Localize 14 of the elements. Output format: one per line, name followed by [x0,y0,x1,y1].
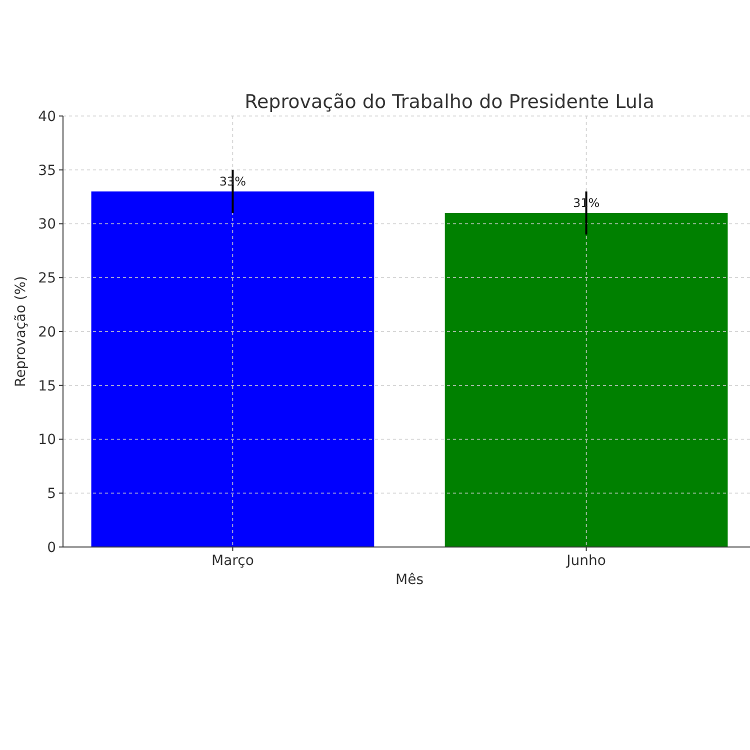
y-tick-label: 15 [38,378,56,394]
y-tick-label: 0 [47,540,56,556]
y-tick-label: 35 [38,162,56,179]
chart-title: Reprovação do Trabalho do Presidente Lula [244,91,654,113]
y-tick-label: 30 [38,216,56,233]
x-axis-title: Mês [396,572,424,588]
y-axis-title: Reprovação (%) [13,276,29,387]
y-tick-label: 10 [38,432,56,448]
y-tick-label: 5 [47,486,56,502]
y-tick-label: 25 [38,270,56,287]
y-tick-label: 20 [38,324,56,340]
x-tick-label: Março [212,553,254,569]
x-tick-label: Junho [566,553,606,569]
y-tick-label: 40 [38,108,56,125]
